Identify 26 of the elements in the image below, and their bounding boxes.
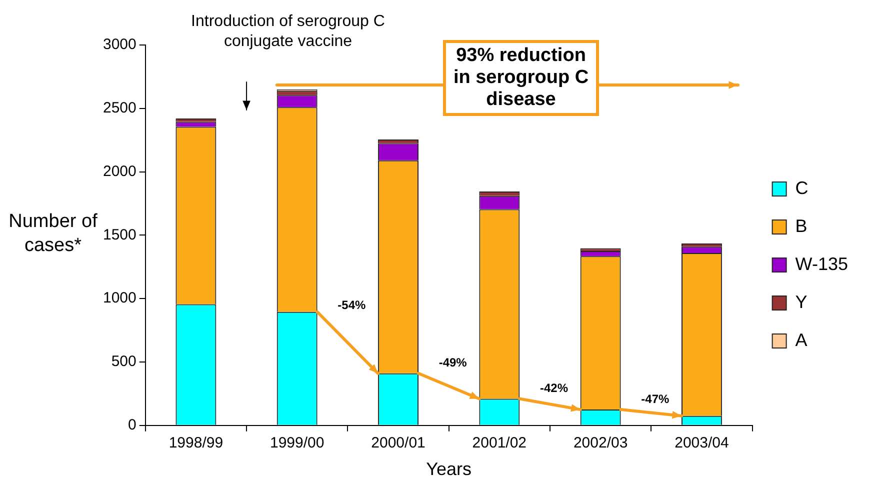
legend-label: Y (795, 292, 808, 312)
y-tick-label: 3000 (102, 36, 136, 54)
x-tick-label: 1999/00 (270, 434, 324, 452)
legend-label: B (795, 216, 808, 236)
y-tick-label: 2000 (102, 162, 136, 180)
legend-label: W-135 (795, 254, 848, 274)
annotation: -49% (438, 356, 468, 370)
legend-label: C (795, 178, 808, 198)
y-tick-label: 0 (128, 416, 136, 434)
y-tick-label: 2500 (102, 100, 136, 117)
x-tick-label: 2000/01 (371, 434, 426, 452)
annotation: -54% (338, 298, 366, 312)
annotation: -47% (641, 392, 670, 406)
y-tick-label: 500 (111, 353, 136, 370)
y-tick-label: 1000 (102, 290, 136, 307)
y-tick-label: 1500 (102, 226, 136, 244)
legend-label: A (795, 330, 808, 350)
x-tick-label: 2003/04 (674, 434, 729, 452)
annotation: -42% (540, 381, 568, 396)
x-tick-label: 2002/03 (573, 434, 628, 452)
x-tick-label: 1998/99 (168, 434, 224, 452)
x-axis-title: Years (426, 459, 472, 480)
y-axis-title: Number of cases* (8, 210, 98, 258)
annotation: Introduction of serogroup C conjugate vaccine (190, 12, 386, 52)
annotation: 93% reduction in serogroup C disease (443, 40, 599, 116)
x-tick-label: 2001/02 (472, 434, 527, 452)
